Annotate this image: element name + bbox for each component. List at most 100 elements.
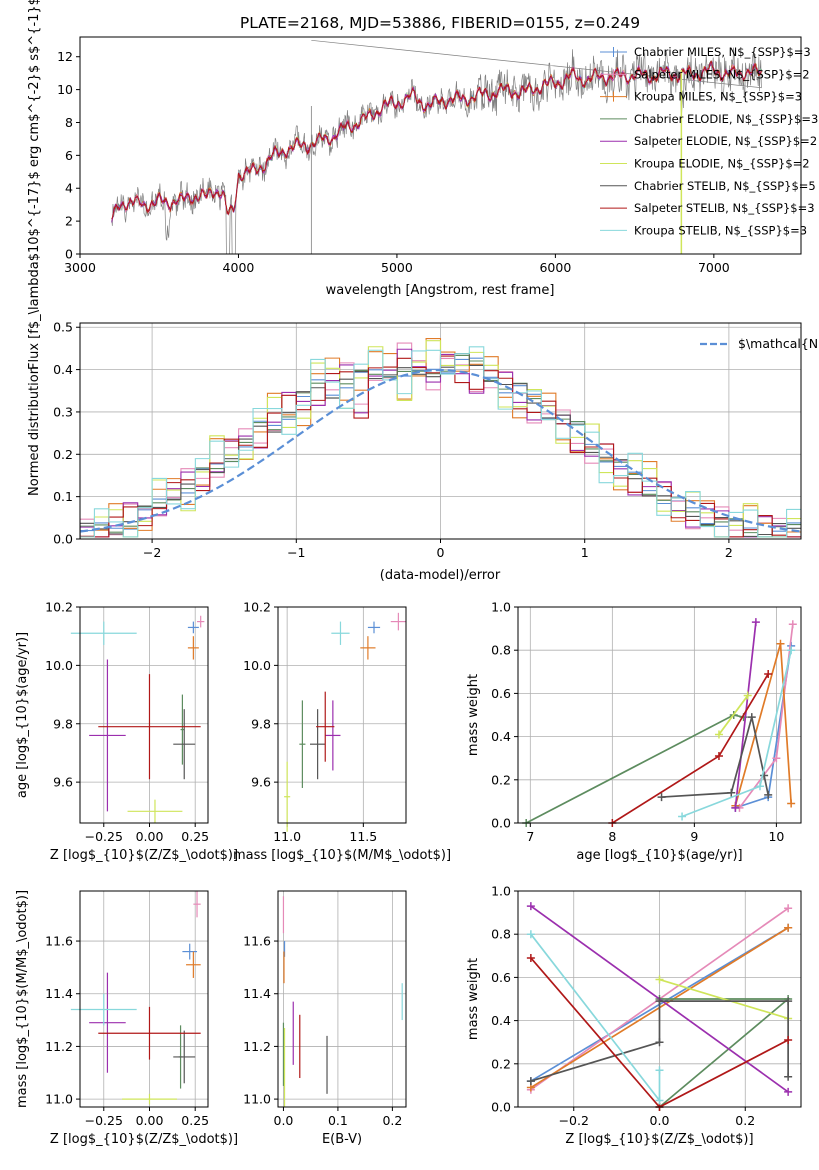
weight-marker [784,1087,793,1096]
y-tick-label: 9.6 [251,775,271,790]
spectrum-chart: 3000 4000 5000 6000 7000 0 2 4 6 8 10 12 wavelength … [27,0,818,370]
y-tick-label: 0.4 [53,362,73,377]
x-axis-label: wavelength [Angstrom, rest frame] [326,283,555,298]
y-tick-label: 0.4 [491,729,511,744]
weight-marker [657,793,666,802]
x-tick-label: 0.00 [136,1113,164,1128]
weight-line [658,998,791,1108]
x-tick-label: 0.25 [181,1113,209,1128]
y-tick-label: 9.6 [53,775,73,790]
weight-marker [655,997,664,1006]
y-tick-label: 2 [65,214,73,229]
y-tick-label: 11.6 [45,934,73,949]
x-tick-label: −2 [143,545,161,560]
y-axis-label: age [log$_{10}$(age/yr)] [15,632,30,798]
weight-marker [784,923,793,932]
x-tick-label: 0 [437,545,445,560]
axes-frame [517,890,802,1108]
y-tick-label: 0.0 [53,532,73,547]
residuals-chart: −2 −1 0 1 2 0.0 0.1 0.2 0.3 0.4 0.5 $\mathcal{N}(0,… [27,320,819,583]
y-axis-label: Flux [f$_\lambda$10$^{-17}$ erg cm$^{-2}… [27,0,42,370]
weight-marker [784,997,793,1006]
axes-frame [79,890,209,1108]
y-axis-label: mass weight [466,958,481,1040]
weight-marker [755,782,764,791]
y-axis-label: Normed distribution [27,366,42,496]
weight-line [661,716,770,798]
y-tick-label: 11.4 [45,986,73,1001]
x-tick-label: 10 [768,829,784,844]
weight-marker [714,752,723,761]
weight-marker [655,1038,664,1047]
x-axis-label: E(B-V) [322,1132,362,1147]
legend-label: Chabrier MILES, N$_{SSP}$=3 [634,45,811,59]
x-axis-label: Z [log$_{10}$(Z/Z$_\odot$)] [565,1132,753,1147]
axes-frame [79,322,802,540]
weight-vs-age-chart: 7 8 9 10 0.0 0.2 0.4 0.6 0.8 1.0 age [log$_{10}$(a… [466,600,802,863]
weight-marker [526,1077,535,1086]
x-axis-label: mass [log$_{10}$(M/M$_\odot$)] [233,848,451,863]
x-tick-label: −1 [287,545,305,560]
weight-marker [727,788,736,797]
x-tick-label: 2 [725,545,733,560]
x-tick-label: 7 [526,829,534,844]
spectrum-plot-area [111,39,762,254]
weight-marker [784,1072,793,1081]
x-tick-label: 0.00 [136,829,164,844]
x-axis-label: Z [log$_{10}$(Z/Z$_\odot$)] [50,848,238,863]
y-tick-label: 0.4 [491,1013,511,1028]
weight-marker [714,730,723,739]
x-tick-label: 5000 [381,260,413,275]
y-tick-label: 12 [57,49,73,64]
x-tick-label: 0.25 [181,829,209,844]
y-tick-label: 9.8 [53,716,73,731]
axes-frame [79,606,209,824]
y-tick-label: 0.6 [491,686,511,701]
y-tick-label: 11.0 [45,1092,73,1107]
weight-marker [731,803,740,812]
x-tick-label: −0.2 [559,1113,589,1128]
normal-curve [80,368,801,533]
y-axis-label: mass weight [466,674,481,756]
x-axis-label: Z [log$_{10}$(Z/Z$_\odot$)] [50,1132,238,1147]
weight-marker [655,975,664,984]
residuals-plot-area [80,337,801,539]
x-tick-label: 11.5 [349,829,377,844]
weight-line [718,695,749,735]
x-tick-label: 4000 [223,260,255,275]
x-tick-label: 9 [690,829,698,844]
y-tick-label: 1.0 [491,600,511,615]
weight-marker [526,902,535,911]
weight-line [525,714,744,824]
weight-line [734,622,757,808]
y-tick-label: 11.6 [243,934,271,949]
legend-label: Kroupa MILES, N$_{SSP}$=3 [634,90,802,104]
y-tick-label: 10 [57,82,73,97]
y-tick-label: 8 [65,115,73,130]
weight-line [659,978,789,1020]
axes-frame [79,36,802,255]
legend-label: Kroupa STELIB, N$_{SSP}$=3 [634,223,807,237]
y-tick-label: 10.0 [243,658,271,673]
weight-marker [655,1066,664,1075]
x-tick-label: 0.0 [650,1113,670,1128]
y-tick-label: 0.1 [53,489,73,504]
y-tick-label: 0.8 [491,643,511,658]
mass-vs-EBV-chart: 0.0 0.1 0.2 11.0 11.2 11.4 11.6 E(B-V) [243,890,407,1147]
histogram-steps [80,346,801,539]
x-axis-label: (data-model)/error [380,568,501,583]
legend-label: Salpeter STELIB, N$_{SSP}$=3 [634,201,815,215]
weight-marker [743,691,752,700]
weight-marker [772,754,781,763]
y-tick-label: 10.2 [243,600,271,615]
y-tick-label: 0.6 [491,970,511,985]
weight-marker [747,713,756,722]
y-tick-label: 0.2 [53,447,73,462]
y-tick-label: 0.0 [491,816,511,831]
x-tick-label: 0.1 [328,1113,348,1128]
weight-marker [788,620,797,629]
x-tick-label: 8 [608,829,616,844]
weight-vs-Z-chart: −0.2 0.0 0.2 0.0 0.2 0.4 0.6 0.8 1.0 Z [log$_{10}… [466,884,802,1147]
legend-label: Salpeter ELODIE, N$_{SSP}$=2 [634,134,817,148]
